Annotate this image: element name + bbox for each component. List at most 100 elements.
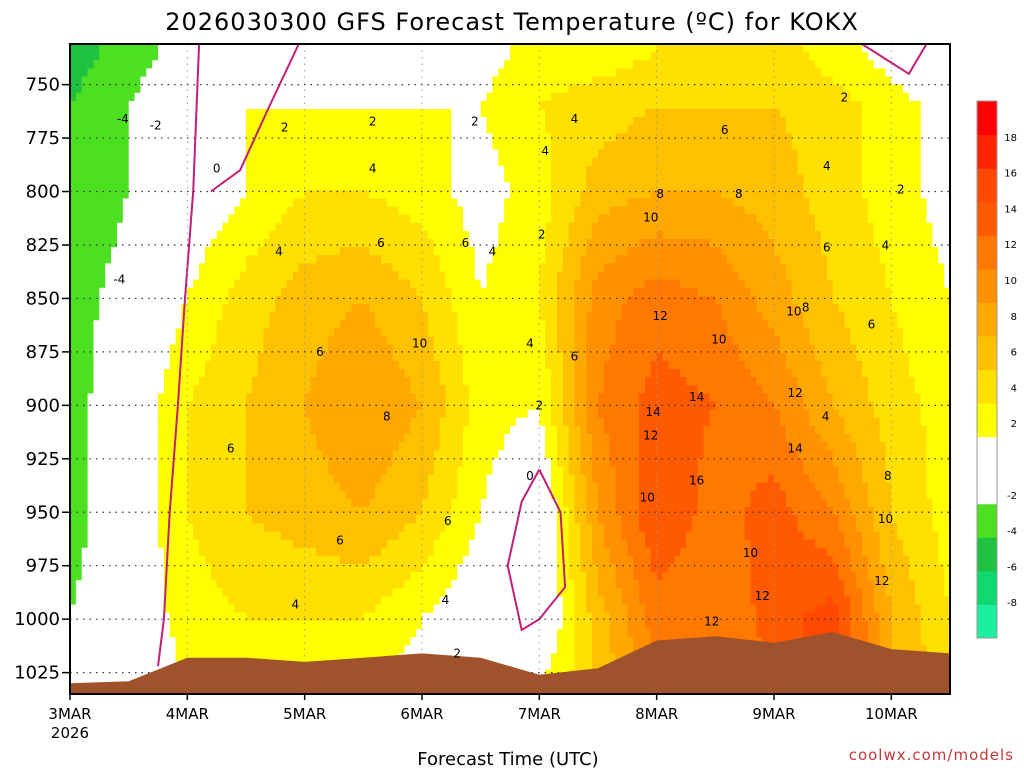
field-cell <box>128 76 136 86</box>
field-cell <box>105 117 112 126</box>
field-cell <box>797 198 804 208</box>
field-cell <box>175 230 183 240</box>
field-cell <box>304 84 312 94</box>
field-cell <box>70 68 77 78</box>
field-cell <box>592 84 599 94</box>
field-cell <box>363 133 370 143</box>
field-cell <box>322 182 329 191</box>
field-cell <box>463 76 470 86</box>
field-cell <box>715 52 722 61</box>
field-cell <box>914 295 922 305</box>
field-cell <box>815 109 822 118</box>
field-cell <box>269 247 276 256</box>
field-cell <box>533 92 540 102</box>
field-cell <box>287 84 294 94</box>
field-cell <box>762 100 769 110</box>
field-cell <box>944 109 950 118</box>
field-cell <box>345 141 353 151</box>
field-cell <box>598 247 605 256</box>
field-cell <box>644 117 652 126</box>
field-cell <box>93 279 100 289</box>
field-cell <box>615 287 623 297</box>
field-cell <box>944 304 950 313</box>
field-cell <box>891 165 898 175</box>
field-cell <box>451 125 458 134</box>
field-cell <box>463 239 470 248</box>
field-cell <box>369 165 376 175</box>
field-cell <box>826 271 834 281</box>
field-cell <box>680 287 687 297</box>
field-cell <box>134 312 141 321</box>
field-cell <box>885 84 892 94</box>
field-cell <box>873 44 881 53</box>
field-cell <box>762 68 769 78</box>
field-cell <box>111 76 118 86</box>
field-cell <box>158 44 165 53</box>
field-cell <box>304 287 312 297</box>
field-cell <box>504 68 511 78</box>
field-cell <box>891 304 898 313</box>
field-cell <box>903 100 910 110</box>
field-cell <box>175 109 183 118</box>
field-cell <box>251 174 259 183</box>
field-cell <box>815 157 822 167</box>
field-cell <box>404 76 411 86</box>
field-cell <box>932 76 939 86</box>
field-cell <box>750 76 757 86</box>
field-cell <box>193 182 200 191</box>
field-cell <box>703 52 711 61</box>
field-cell <box>568 279 576 289</box>
field-cell <box>81 255 89 264</box>
field-cell <box>867 125 875 134</box>
field-cell <box>269 76 276 86</box>
field-cell <box>662 222 669 232</box>
field-cell <box>93 165 100 175</box>
field-cell <box>838 174 845 183</box>
field-cell <box>463 304 470 313</box>
field-cell <box>410 141 417 151</box>
field-cell <box>914 304 922 313</box>
field-cell <box>644 230 652 240</box>
field-cell <box>322 190 329 199</box>
field-cell <box>422 295 429 305</box>
field-cell <box>826 198 834 208</box>
field-cell <box>879 214 887 224</box>
field-cell <box>369 182 376 191</box>
field-cell <box>603 279 611 289</box>
field-cell <box>914 198 922 208</box>
field-cell <box>920 174 928 183</box>
field-cell <box>193 222 200 232</box>
field-cell <box>715 174 722 183</box>
field-cell <box>556 60 564 69</box>
field-cell <box>210 247 218 256</box>
field-cell <box>457 271 464 281</box>
field-cell <box>885 295 892 305</box>
field-cell <box>556 157 564 167</box>
field-cell <box>686 44 693 53</box>
field-cell <box>351 182 359 191</box>
field-cell <box>691 84 699 94</box>
field-cell <box>562 206 570 216</box>
field-cell <box>932 52 939 61</box>
field-cell <box>768 92 775 102</box>
field-cell <box>562 100 570 110</box>
field-cell <box>920 109 928 118</box>
field-cell <box>81 295 89 305</box>
field-cell <box>345 279 353 289</box>
field-cell <box>914 60 922 69</box>
field-cell <box>750 174 757 183</box>
field-cell <box>240 133 247 143</box>
field-cell <box>862 149 869 159</box>
field-cell <box>99 157 106 167</box>
field-cell <box>152 109 159 118</box>
field-cell <box>774 52 781 61</box>
field-cell <box>351 304 359 313</box>
field-cell <box>128 304 136 313</box>
field-cell <box>498 279 505 289</box>
field-cell <box>410 68 417 78</box>
field-cell <box>304 182 312 191</box>
field-cell <box>903 76 910 86</box>
field-cell <box>392 44 400 53</box>
field-cell <box>398 255 405 264</box>
field-cell <box>656 109 664 118</box>
